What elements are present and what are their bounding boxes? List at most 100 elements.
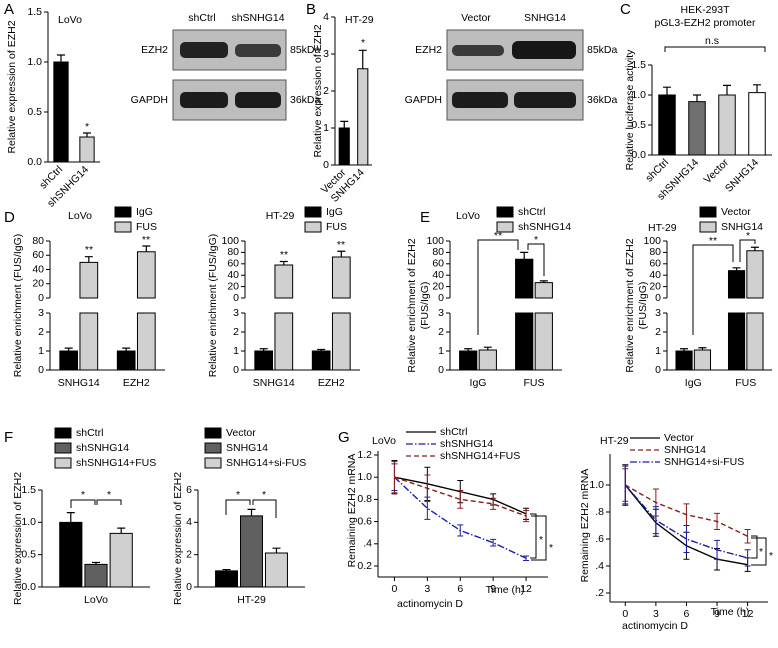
error-bar — [337, 250, 346, 257]
y-tick-label: 1.5 — [21, 484, 36, 496]
data-line — [624, 484, 748, 537]
error-bar — [732, 267, 741, 271]
x-tick-label: FUS — [524, 377, 545, 389]
blot-size-label: 85kDa — [587, 44, 618, 56]
error-bar — [222, 568, 231, 571]
chart-title: HEK-293T — [680, 4, 730, 16]
y-tick-label: 3 — [233, 307, 239, 319]
y-tick-label: 1.5 — [631, 59, 646, 71]
significance-bracket — [531, 515, 547, 561]
x-tick-label: 6 — [457, 583, 463, 595]
error-bar — [464, 348, 473, 351]
panel-label: A — [4, 1, 14, 18]
bar — [675, 350, 693, 371]
legend-swatch — [699, 221, 717, 233]
y-tick-label: 100 — [643, 235, 661, 247]
legend-label: SNHG14 — [664, 444, 706, 456]
error-bar — [520, 251, 529, 260]
y-tick-label: 20 — [432, 280, 444, 292]
error-bar — [317, 348, 326, 351]
legend-label: shSNHG14+FUS — [440, 450, 520, 462]
error-bar — [744, 549, 751, 567]
legend-swatch — [54, 442, 72, 454]
bar — [59, 521, 83, 588]
legend-label: IgG — [136, 206, 153, 218]
legend-label: SNHG14+si-FUS — [664, 456, 744, 468]
y-tick-label: 0 — [323, 159, 329, 171]
blot-band — [235, 92, 281, 108]
y-tick-label: 0 — [38, 364, 44, 376]
error-bar — [64, 347, 73, 351]
y-tick-label: 1 — [233, 345, 239, 357]
chart-title: HT-29 — [266, 210, 295, 222]
y-tick-label: 0.5 — [27, 106, 42, 118]
y-tick-label: 20 — [32, 278, 44, 290]
error-bar — [83, 132, 91, 137]
y-tick-label: 1.2 — [357, 449, 372, 461]
blot-size-label: 36kDa — [587, 94, 618, 106]
significance-label: ** — [337, 239, 345, 251]
legend-swatch — [54, 427, 72, 439]
bar — [658, 94, 676, 156]
y-tick-label: 60 — [227, 258, 239, 270]
panel-label: D — [4, 209, 15, 226]
y-tick-label: 80 — [32, 235, 44, 247]
x-tick-label: 12 — [742, 608, 754, 620]
y-tick-label: 80 — [432, 246, 444, 258]
y-tick-label: 0 — [38, 292, 44, 304]
error-bar — [663, 86, 671, 95]
legend-label: FUS — [136, 221, 157, 233]
blot-row-label: EZH2 — [141, 44, 168, 56]
x-tick-label: 0 — [622, 608, 628, 620]
x-tick-label: LoVo — [84, 594, 108, 606]
x-tick-label: FUS — [735, 377, 756, 389]
significance-label: n.s — [705, 35, 719, 47]
error-bar — [122, 347, 131, 351]
error-bar — [483, 346, 492, 351]
y-tick-label: 2 — [233, 326, 239, 338]
significance-bracket — [527, 243, 545, 276]
blot-column-label: Vector — [461, 12, 491, 24]
chart-title: LoVo — [456, 210, 480, 222]
error-bar — [744, 529, 751, 544]
legend-label: SNHG14+si-FUS — [226, 457, 306, 469]
bar — [534, 282, 553, 371]
y-tick-label: 0.6 — [357, 515, 372, 527]
error-bar — [723, 84, 731, 95]
significance-bracket — [751, 535, 758, 559]
error-bar — [750, 246, 759, 251]
significance-label: * — [361, 37, 365, 49]
y-tick-label: 60 — [649, 258, 661, 270]
chart-title: LoVo — [58, 14, 82, 26]
y-tick-label: 4 — [323, 11, 329, 23]
significance-bracket — [751, 537, 767, 566]
significance-label: * — [262, 489, 266, 501]
y-tick-label: 60 — [432, 258, 444, 270]
bar — [136, 251, 156, 371]
bar — [84, 563, 108, 588]
bar — [746, 250, 764, 371]
significance-label: * — [81, 489, 85, 501]
bar — [274, 264, 294, 371]
x-tick-label: 0 — [392, 583, 398, 595]
error-bar — [457, 490, 464, 509]
legend-label: shSNHG14 — [518, 221, 571, 233]
y-tick-label: 0.2 — [357, 560, 372, 572]
x-tick-label: EZH2 — [318, 377, 345, 389]
y-axis-label: Remaining EZH2 mRNA — [579, 469, 591, 583]
y-tick-label: 1 — [323, 122, 329, 134]
bar — [338, 127, 350, 166]
y-tick-label: 60 — [32, 249, 44, 261]
legend-swatch — [304, 206, 322, 218]
chart-subtitle: pGL3-EZH2 promoter — [655, 17, 756, 29]
chart-title: LoVo — [372, 435, 396, 447]
panel-label: G — [338, 429, 350, 446]
x-tick-label: 12 — [520, 583, 532, 595]
y-tick-label: 2 — [186, 548, 192, 560]
legend-swatch — [204, 427, 222, 439]
x-tick-label: EZH2 — [123, 377, 150, 389]
error-bar — [622, 465, 629, 505]
error-bar — [340, 120, 349, 128]
error-bar — [66, 512, 75, 523]
